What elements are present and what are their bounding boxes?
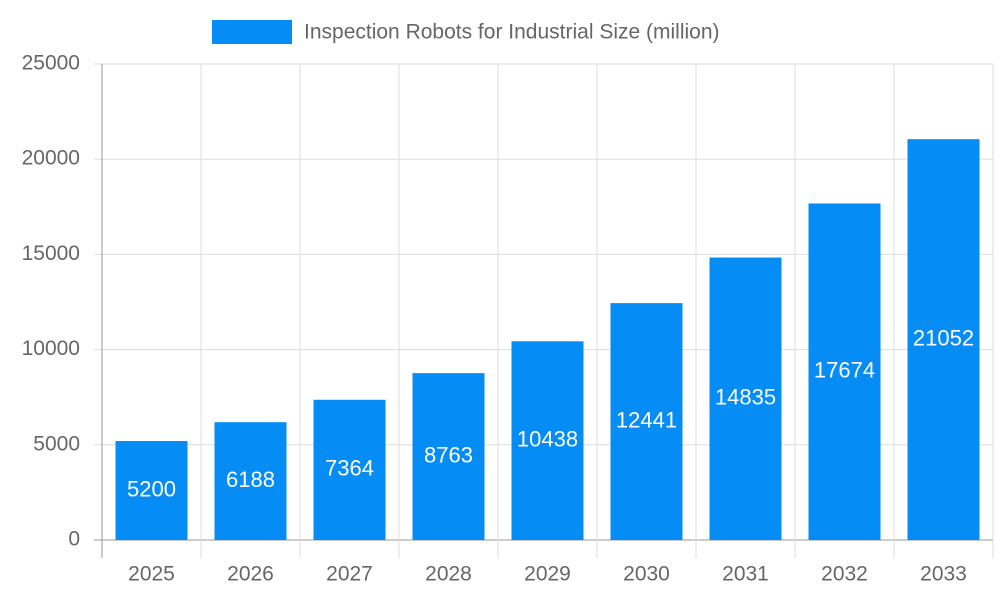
y-tick-label: 25000 (22, 52, 80, 75)
y-tick-label: 15000 (22, 242, 80, 265)
x-tick-label: 2033 (920, 563, 967, 586)
data-label: 10438 (517, 426, 578, 451)
x-tick-label: 2025 (128, 563, 175, 586)
bar (610, 303, 683, 540)
bar (511, 341, 584, 540)
x-tick-label: 2030 (623, 563, 670, 586)
legend-swatch (212, 20, 292, 44)
data-label: 5200 (127, 476, 176, 501)
x-tick-label: 2032 (821, 563, 868, 586)
data-label: 8763 (424, 442, 473, 467)
bar (214, 422, 287, 540)
y-tick-label: 5000 (33, 432, 80, 455)
x-tick-label: 2028 (425, 563, 472, 586)
x-tick-label: 2031 (722, 563, 769, 586)
data-label: 17674 (814, 358, 875, 383)
bar (907, 139, 980, 540)
bar (313, 399, 386, 540)
bar (412, 373, 485, 540)
y-tick-label: 20000 (22, 147, 80, 170)
bar (709, 257, 782, 540)
x-tick-label: 2026 (227, 563, 274, 586)
data-label: 6188 (226, 467, 275, 492)
data-label: 21052 (913, 325, 974, 350)
y-tick-label: 0 (68, 528, 80, 551)
data-label: 7364 (325, 456, 374, 481)
data-label: 12441 (616, 407, 677, 432)
y-tick-label: 10000 (22, 337, 80, 360)
x-tick-label: 2029 (524, 563, 571, 586)
x-tick-label: 2027 (326, 563, 373, 586)
data-label: 14835 (715, 385, 776, 410)
legend-label: Inspection Robots for Industrial Size (m… (304, 21, 720, 44)
bar (808, 203, 881, 540)
bar (115, 440, 188, 540)
